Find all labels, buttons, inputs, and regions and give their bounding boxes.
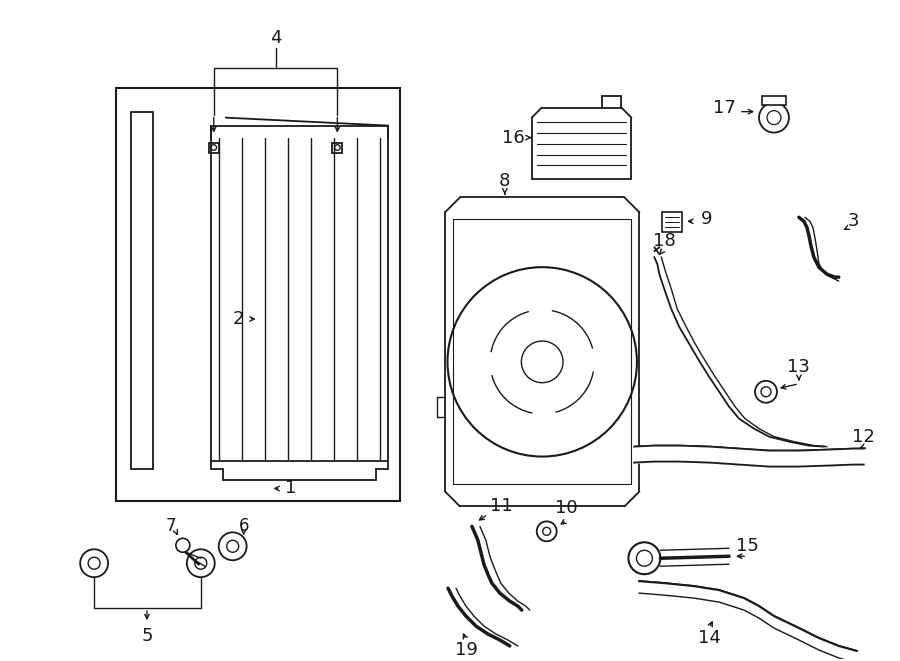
Bar [131, 112, 153, 469]
Text: 2: 2 [233, 310, 245, 328]
Text: 3: 3 [848, 212, 860, 230]
Bar [662, 212, 682, 232]
Text: 13: 13 [788, 358, 810, 376]
Text: 19: 19 [454, 641, 477, 659]
Circle shape [447, 267, 637, 457]
Text: 12: 12 [852, 428, 875, 446]
Bar [332, 143, 342, 153]
Text: 8: 8 [500, 173, 510, 190]
Text: 15: 15 [735, 537, 759, 555]
Text: 18: 18 [653, 232, 676, 251]
Text: 11: 11 [491, 498, 513, 516]
Bar [209, 143, 219, 153]
Bar [116, 88, 400, 502]
Text: 5: 5 [141, 627, 153, 645]
Text: 6: 6 [238, 518, 249, 535]
Text: 17: 17 [713, 98, 735, 116]
Text: 4: 4 [270, 29, 282, 47]
Text: 9: 9 [700, 210, 712, 228]
Text: 7: 7 [166, 518, 176, 535]
Text: 1: 1 [284, 479, 296, 498]
Text: 14: 14 [698, 629, 721, 647]
Text: 16: 16 [502, 129, 526, 147]
Text: 10: 10 [555, 500, 578, 518]
Bar [762, 96, 786, 104]
